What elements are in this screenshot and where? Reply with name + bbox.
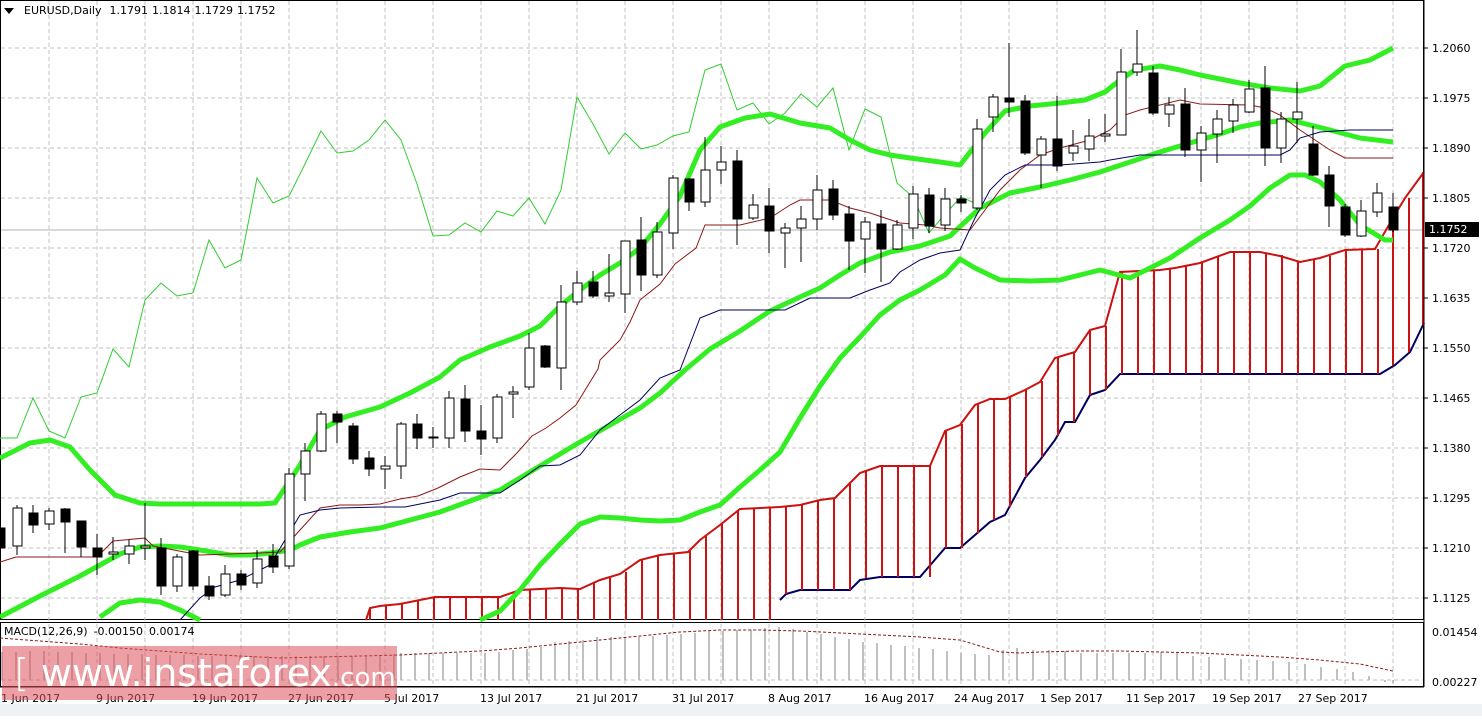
svg-text:1.1380: 1.1380	[1432, 442, 1471, 455]
main-chart-frame	[0, 0, 1424, 620]
svg-text:19 Sep 2017: 19 Sep 2017	[1212, 692, 1282, 705]
svg-text:31 Jul 2017: 31 Jul 2017	[672, 692, 734, 705]
svg-text:0.01454: 0.01454	[1432, 626, 1478, 639]
svg-text:5 Jul 2017: 5 Jul 2017	[384, 692, 439, 705]
svg-text:1.1125: 1.1125	[1432, 592, 1471, 605]
svg-text:1.2060: 1.2060	[1432, 42, 1471, 55]
svg-text:24 Aug 2017: 24 Aug 2017	[954, 692, 1024, 705]
macd-header: MACD(12,26,9) -0.00150 0.00174	[4, 625, 195, 638]
instaforex-watermark: [www.instaforex.com]	[2, 646, 397, 700]
svg-text:21 Jul 2017: 21 Jul 2017	[576, 692, 638, 705]
current-price-tag: 1.1752	[1425, 222, 1479, 237]
svg-text:1.1975: 1.1975	[1432, 92, 1471, 105]
watermark-text: www.instaforex	[40, 651, 332, 695]
triangle-down-icon[interactable]	[4, 7, 14, 14]
svg-text:1.1720: 1.1720	[1432, 242, 1471, 255]
low-value: 1.1729	[194, 4, 233, 17]
watermark-suffix: .com	[331, 663, 396, 693]
macd-signal-value: 0.00174	[149, 625, 195, 638]
svg-text:13 Jul 2017: 13 Jul 2017	[480, 692, 542, 705]
svg-text:1.1805: 1.1805	[1432, 192, 1471, 205]
svg-text:1.1210: 1.1210	[1432, 542, 1471, 555]
svg-text:1.1465: 1.1465	[1432, 392, 1471, 405]
svg-text:1.1890: 1.1890	[1432, 142, 1471, 155]
candlesticks	[0, 30, 1399, 600]
watermark-close-bracket: ]	[396, 651, 397, 695]
watermark-open-bracket: [	[14, 651, 29, 695]
ichimoku-cloud	[365, 171, 1425, 621]
svg-text:27 Sep 2017: 27 Sep 2017	[1298, 692, 1368, 705]
price-axis[interactable]: 1.2060 1.1975 1.1890 1.1805 1.1720 1.163…	[1424, 42, 1478, 689]
macd-main-value: -0.00150	[93, 625, 144, 638]
svg-text:1 Sep 2017: 1 Sep 2017	[1040, 692, 1103, 705]
svg-text:11 Sep 2017: 11 Sep 2017	[1126, 692, 1196, 705]
svg-text:1.1295: 1.1295	[1432, 492, 1471, 505]
high-value: 1.1814	[151, 4, 191, 17]
svg-text:0.00227: 0.00227	[1432, 676, 1478, 689]
chart-header: EURUSD,Daily 1.1791 1.1814 1.1729 1.1752	[4, 4, 275, 17]
svg-text:1.1550: 1.1550	[1432, 342, 1471, 355]
svg-text:16 Aug 2017: 16 Aug 2017	[864, 692, 934, 705]
open-value: 1.1791	[109, 4, 148, 17]
bollinger-bands	[0, 45, 1395, 623]
close-value: 1.1752	[236, 4, 276, 17]
chikou-line	[0, 63, 978, 439]
kijun-line	[179, 129, 1393, 621]
symbol-label: EURUSD,Daily	[24, 4, 102, 17]
svg-text:1.1635: 1.1635	[1432, 292, 1471, 305]
svg-text:8 Aug 2017: 8 Aug 2017	[768, 692, 831, 705]
macd-label: MACD(12,26,9)	[4, 625, 88, 638]
bottom-strip	[0, 704, 1482, 716]
